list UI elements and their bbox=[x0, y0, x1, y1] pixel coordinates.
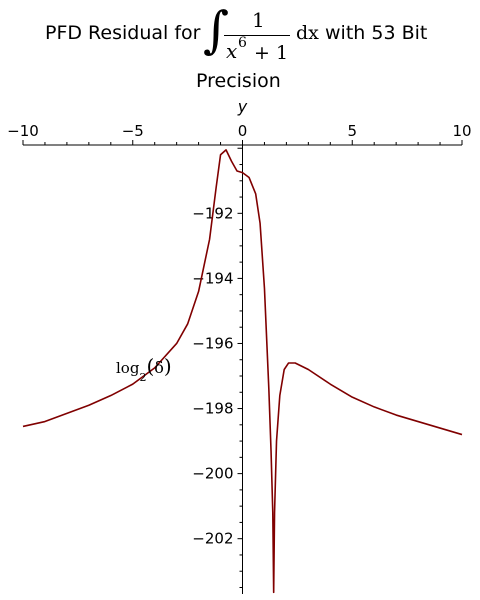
y-axis-label-paren-open: ( bbox=[146, 354, 155, 378]
x-tick-label: 0 bbox=[238, 122, 248, 140]
y-tick-label: −202 bbox=[192, 530, 233, 548]
y-axis-label-subscript: 2 bbox=[139, 371, 147, 384]
integral-sign: ∫ bbox=[203, 1, 230, 59]
y-tick-label: −198 bbox=[192, 400, 233, 418]
differential: dx bbox=[296, 22, 319, 44]
title-suffix: with 53 Bit bbox=[325, 22, 428, 44]
y-axis-label-delta: δ bbox=[154, 358, 164, 377]
title-second-line: Precision bbox=[196, 70, 281, 92]
x-tick-label: −5 bbox=[122, 122, 144, 140]
y-axis-label-log: log bbox=[116, 359, 140, 377]
y-tick-label: −194 bbox=[192, 269, 233, 287]
x-tick-label: −10 bbox=[7, 122, 39, 140]
x-tick-label: 5 bbox=[347, 122, 357, 140]
fraction-numerator: 1 bbox=[252, 8, 265, 32]
denominator-exponent: 6 bbox=[238, 35, 247, 51]
x-axis-label: y bbox=[237, 97, 248, 116]
denominator-base: x bbox=[226, 39, 238, 63]
y-tick-label: −196 bbox=[192, 334, 233, 352]
denominator-rest: + 1 bbox=[254, 42, 289, 64]
fraction-bar bbox=[224, 35, 290, 36]
series-line bbox=[22, 149, 463, 594]
x-tick-label: 10 bbox=[452, 122, 471, 140]
title-prefix: PFD Residual for bbox=[45, 22, 201, 44]
chart-title: PFD Residual for ∫ 1 x 6 + 1 dx with 53 … bbox=[0, 0, 480, 100]
y-axis-label: log2(δ) bbox=[116, 354, 172, 384]
y-axis-label-paren-close: ) bbox=[163, 354, 172, 378]
y-tick-label: −200 bbox=[192, 465, 233, 483]
